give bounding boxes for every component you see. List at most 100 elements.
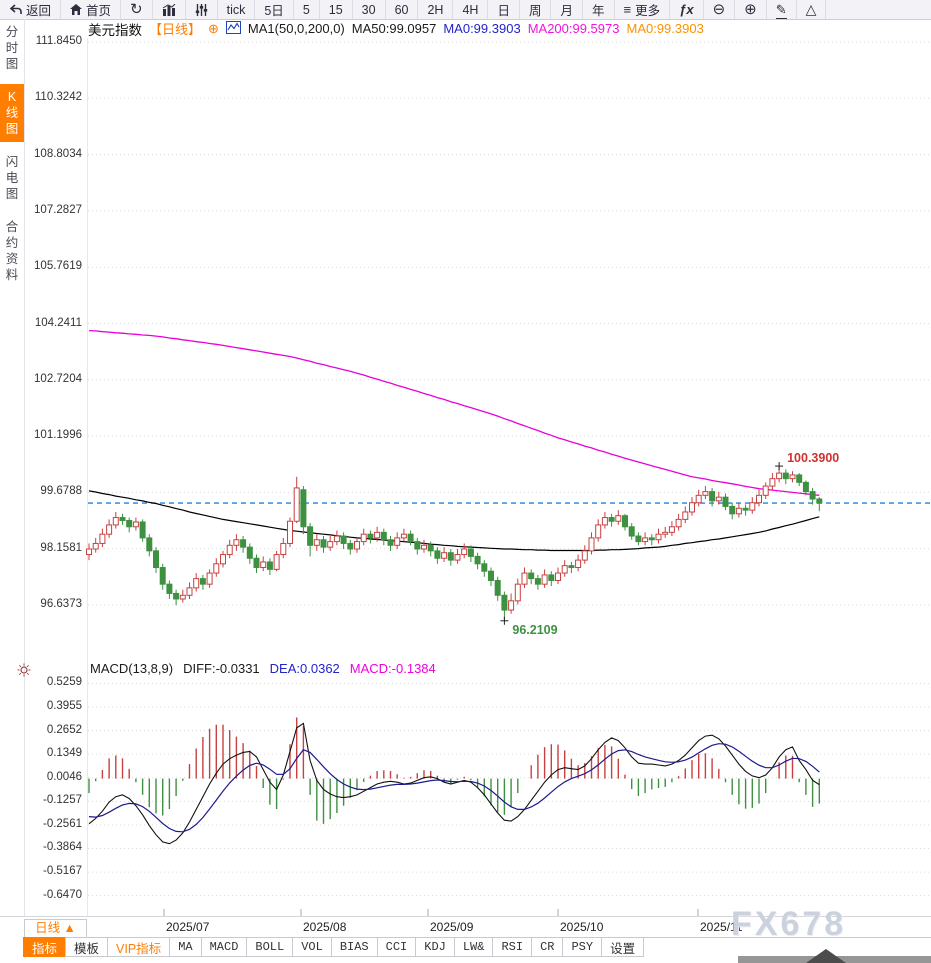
- toolbar-btn-month[interactable]: 月: [551, 0, 583, 19]
- month-label: 2025/11: [700, 920, 743, 934]
- indicator-btn-指标[interactable]: 指标: [23, 937, 67, 957]
- zoom-out-icon: ⊖: [712, 1, 726, 18]
- main-y-tick: 96.6373: [40, 598, 82, 610]
- macd-y-tick: 0.1349: [46, 747, 82, 760]
- toolbar-btn-week[interactable]: 周: [520, 0, 552, 19]
- toolbar-btn-draw[interactable]: ✎: [767, 0, 797, 19]
- indicator-btn-VOL[interactable]: VOL: [292, 937, 332, 957]
- toolbar-btn-indicator-settings[interactable]: [186, 0, 218, 19]
- toolbar-btn-h2[interactable]: 2H: [418, 0, 454, 19]
- candle-body: [729, 505, 736, 515]
- sidebar-tab-4[interactable]: 合 约 资 料: [5, 220, 19, 282]
- ma200-value: MA200:99.5973: [527, 21, 620, 36]
- candle-body: [340, 535, 347, 544]
- period-dropdown[interactable]: 日线 ▲: [24, 919, 87, 938]
- indicator-btn-KDJ[interactable]: KDJ: [415, 937, 455, 957]
- candle-body: [521, 572, 528, 585]
- toolbar-btn-zoom-out[interactable]: ⊖: [704, 0, 736, 19]
- dea-line: [88, 743, 820, 833]
- toolbar-btn-home[interactable]: 首页: [61, 0, 122, 19]
- candle-body: [561, 565, 568, 574]
- x-axis-row: 日线 ▲ 2025/07 2025/08 2025/09 2025/10 2025/11: [0, 916, 931, 938]
- candle-body: [514, 583, 521, 602]
- candle-body: [99, 533, 106, 544]
- sidebar-tab-3[interactable]: 闪 电 图: [5, 155, 19, 201]
- indicator-toolbar-spacer: [643, 937, 931, 957]
- month-label: 2025/07: [166, 920, 210, 934]
- toolbar-btn-m60[interactable]: 60: [386, 0, 419, 19]
- toolbar-btn-year[interactable]: 年: [583, 0, 615, 19]
- ma50-value: MA50:99.0957: [351, 21, 437, 36]
- candle-body: [756, 494, 762, 504]
- indicator-btn-CR[interactable]: CR: [531, 937, 564, 957]
- candle-body: [199, 578, 206, 585]
- candle-body: [695, 494, 702, 504]
- candle-body: [360, 533, 367, 543]
- sidebar-tab-2[interactable]: K 线 图: [0, 84, 24, 142]
- indicator-btn-BOLL[interactable]: BOLL: [246, 937, 294, 957]
- refresh-icon: ↻: [130, 1, 143, 18]
- indicator-chart-icon[interactable]: [225, 20, 241, 37]
- macd-settings-icon[interactable]: [17, 663, 31, 682]
- indicator-btn-MACD[interactable]: MACD: [200, 937, 248, 957]
- symbol-name: 美元指数: [88, 22, 142, 38]
- indicator-btn-VIP指标[interactable]: VIP指标: [107, 937, 171, 957]
- toolbar-btn-5d[interactable]: 5日: [255, 0, 294, 19]
- toolbar-btn-h4[interactable]: 4H: [453, 0, 489, 19]
- candle-body: [494, 579, 501, 596]
- candle-body: [86, 548, 92, 556]
- candle-body: [260, 561, 267, 569]
- candle-body: [179, 594, 186, 600]
- toolbar-btn-day[interactable]: 日: [488, 0, 520, 19]
- candle-body: [400, 533, 407, 539]
- candle-body: [789, 474, 796, 480]
- scroll-up-arrow[interactable]: [806, 949, 846, 963]
- candle-body: [132, 521, 139, 528]
- toolbar-btn-fx[interactable]: ƒx: [670, 0, 704, 19]
- pencil-icon: ✎: [775, 1, 787, 19]
- candle-body: [635, 535, 642, 543]
- indicator-btn-BIAS[interactable]: BIAS: [330, 937, 378, 957]
- candle-body: [568, 565, 575, 569]
- toolbar-btn-m5[interactable]: 5: [294, 0, 320, 19]
- macd-y-tick: -0.1257: [42, 794, 82, 807]
- indicator-btn-PSY[interactable]: PSY: [562, 937, 603, 957]
- toolbar-btn-shape[interactable]: △: [797, 0, 827, 19]
- toolbar-btn-zoom-in[interactable]: ⊕: [735, 0, 767, 19]
- main-y-tick: 101.1996: [34, 429, 82, 442]
- candle-body: [347, 542, 354, 550]
- macd-dea-value: DEA:0.0362: [269, 661, 340, 676]
- indicator-btn-LW&[interactable]: LW&: [453, 937, 494, 957]
- indicator-btn-MA[interactable]: MA: [169, 937, 202, 957]
- toolbar-btn-back[interactable]: 返回: [0, 0, 62, 19]
- ma0-blue-value: MA0:99.3903: [443, 21, 521, 36]
- candle-body: [333, 535, 340, 543]
- circled-plus-icon[interactable]: ⊕: [208, 20, 219, 36]
- candle-body: [742, 507, 749, 511]
- sidebar-tab-1[interactable]: 分 时 图: [5, 25, 19, 71]
- indicator-btn-RSI[interactable]: RSI: [492, 937, 533, 957]
- toolbar-btn-tick[interactable]: tick: [218, 0, 256, 19]
- indicator-btn-模板[interactable]: 模板: [65, 937, 109, 957]
- top-toolbar: 返回 首页 ↻ tick 5日 5 15 30 60 2H 4H 日周月年 ≡ 更多 ƒx ⊖ ⊕ ✎ △: [0, 0, 931, 20]
- indicator-btn-设置[interactable]: 设置: [601, 937, 645, 957]
- candle-body: [226, 544, 233, 556]
- indicator-toolbar: 指标 模板 VIP指标 MA MACD BOLL VOL BIAS CCI KDJ LW& RSI CR…: [23, 937, 931, 957]
- candle-body: [689, 502, 695, 513]
- main-y-tick: 98.1581: [40, 541, 82, 554]
- toolbar-btn-m30[interactable]: 30: [353, 0, 386, 19]
- candle-body: [735, 507, 742, 515]
- main-y-tick: 104.2411: [34, 316, 82, 329]
- candle-body: [246, 546, 253, 559]
- toolbar-btn-m15[interactable]: 15: [320, 0, 353, 19]
- candle-body: [206, 572, 213, 585]
- toolbar-btn-more[interactable]: ≡ 更多: [615, 0, 671, 19]
- toolbar-btn-chart-type[interactable]: [153, 0, 186, 19]
- candle-body: [622, 515, 628, 528]
- ma50-line: [88, 490, 820, 552]
- indicator-btn-CCI[interactable]: CCI: [376, 937, 417, 957]
- candle-body: [173, 592, 180, 600]
- toolbar-btn-refresh[interactable]: ↻: [121, 0, 153, 19]
